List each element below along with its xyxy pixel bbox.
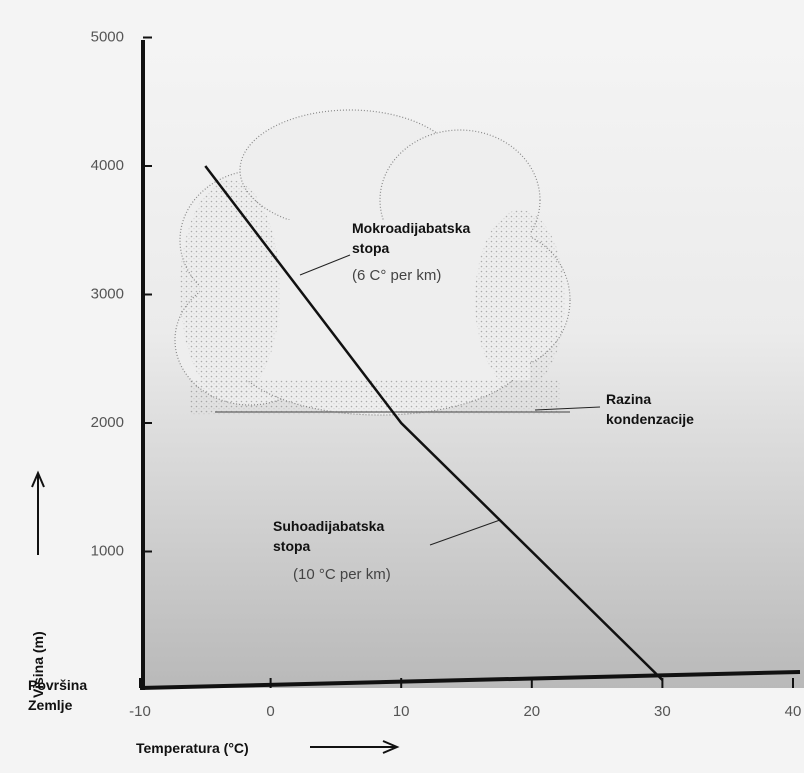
x-tick-label: -10	[129, 703, 151, 720]
leader-line	[299, 254, 351, 276]
condensation-label: Razina kondenzacije	[606, 391, 694, 427]
x-arrow-head	[382, 740, 400, 754]
x-tick-label: 10	[393, 703, 410, 720]
x-axis	[139, 670, 801, 690]
x-tick-label: 40	[785, 703, 802, 720]
y-tick-label: 5000	[91, 28, 124, 45]
y-tick-label: 3000	[91, 285, 124, 302]
moist-label: Mokroadijabatska stopa	[352, 220, 471, 256]
y-tick-label: 2000	[91, 414, 124, 431]
dry-label: Suhoadijabatska stopa	[273, 518, 385, 554]
leader-line	[534, 406, 601, 411]
surface-label: Površina Zemlje	[28, 677, 88, 713]
leader-line	[429, 519, 501, 546]
x-tick-label: 20	[523, 703, 540, 720]
y-tick-label: 4000	[91, 157, 124, 174]
line-series	[204, 165, 664, 681]
x-axis-label: Temperatura (°C)	[136, 740, 249, 756]
cloud-shading	[180, 180, 565, 415]
moist-rate: (6 C° per km)	[352, 267, 442, 284]
x-tick-label: 30	[654, 703, 671, 720]
y-tick-label: 1000	[91, 542, 124, 559]
y-arrow-head	[31, 470, 45, 488]
x-tick-label: 0	[266, 703, 274, 720]
dry-rate: (10 °C per km)	[293, 566, 391, 583]
